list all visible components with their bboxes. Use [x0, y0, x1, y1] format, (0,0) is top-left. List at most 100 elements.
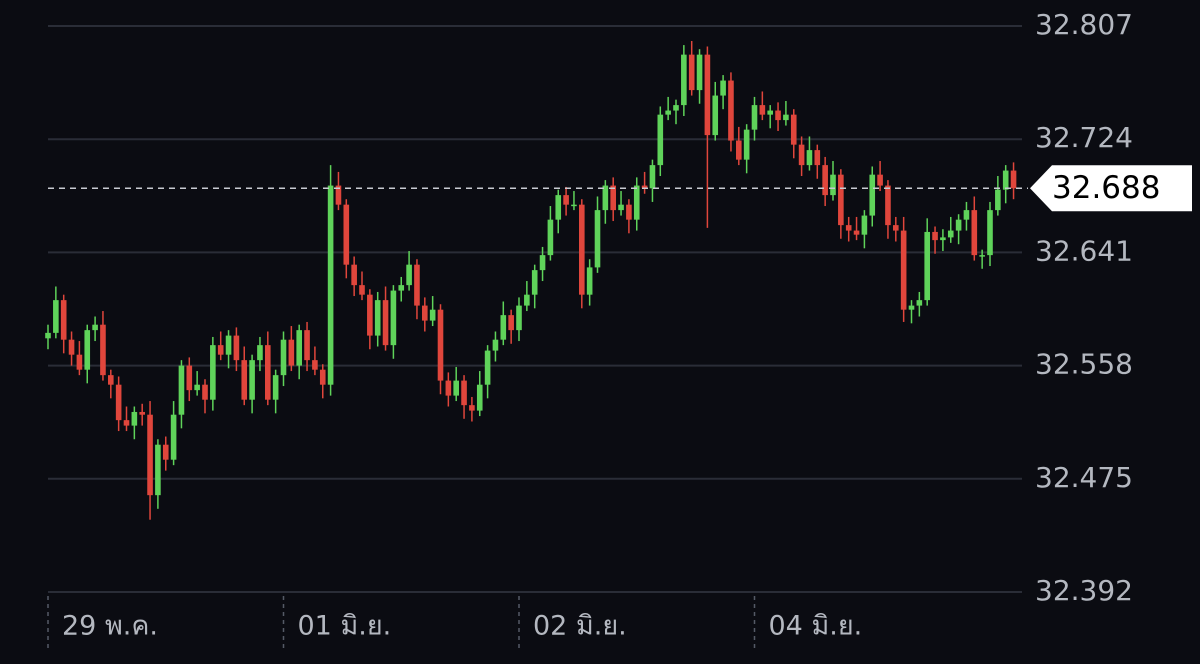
candle-body [374, 300, 381, 336]
candle-body [186, 365, 193, 391]
y-tick-label: 32.558 [1035, 348, 1133, 381]
candle-body [736, 140, 742, 160]
candle-body [476, 384, 483, 411]
candle-body [414, 264, 420, 306]
candle-body [696, 54, 703, 91]
candle-body [241, 360, 248, 400]
candle-body [445, 380, 452, 396]
candle-body [657, 114, 664, 166]
candle-body [743, 129, 750, 160]
candle-body [893, 225, 899, 231]
candle-body [547, 219, 554, 256]
candle-body [555, 195, 562, 220]
candle-body [955, 219, 962, 231]
candle-body [720, 80, 726, 96]
candle-body [288, 339, 295, 366]
x-tick-label: 29 พ.ค. [62, 611, 158, 642]
candle-body [398, 285, 405, 291]
candle-body [217, 345, 224, 355]
candle-body [798, 144, 805, 166]
y-tick-label: 32.724 [1035, 121, 1133, 154]
candle-body [940, 237, 946, 241]
candle-body [367, 294, 373, 336]
candle-body [422, 305, 428, 321]
candle-body [861, 215, 868, 235]
candle-body [971, 210, 978, 256]
candle-body [53, 300, 59, 333]
candle-body [995, 189, 1001, 211]
candle-body [524, 294, 530, 306]
candle-body [688, 54, 695, 91]
last-price-label: 32.688 [1052, 170, 1160, 206]
candle-body [924, 231, 930, 301]
candle-body [233, 335, 240, 361]
candle-body [327, 185, 334, 385]
candle-body [626, 204, 632, 220]
candle-body [202, 384, 208, 400]
candle-body [814, 150, 821, 166]
x-tick-label: 02 มิ.ย. [533, 611, 627, 642]
candle-body [845, 225, 852, 231]
candle-body [170, 414, 177, 460]
candle-body [602, 185, 609, 211]
candle-body [1002, 170, 1009, 190]
candle-body [665, 110, 671, 115]
candle-body [947, 230, 954, 238]
candle-body [531, 270, 538, 295]
candle-body [673, 105, 679, 111]
candle-body [767, 110, 773, 115]
candle-body [351, 264, 357, 286]
candle-body [296, 330, 302, 366]
candle-body [108, 375, 114, 385]
candle-body [115, 384, 122, 421]
candle-body [877, 174, 883, 186]
candle-body [84, 330, 91, 370]
candle-body [610, 185, 616, 211]
candle-body [469, 405, 475, 411]
candle-body [76, 354, 83, 370]
candle-body [210, 345, 216, 400]
candle-body [382, 300, 389, 346]
candle-body [437, 309, 444, 381]
candle-body [869, 174, 876, 216]
candle-body [516, 305, 522, 331]
candle-body [838, 174, 844, 226]
candle-body [885, 185, 891, 226]
y-tick-label: 32.641 [1035, 234, 1133, 267]
candle-body [987, 210, 993, 256]
candle-body [139, 411, 145, 415]
candle-body [963, 210, 970, 220]
candle-body [492, 339, 499, 351]
candle-body [539, 255, 546, 271]
candle-body [586, 267, 593, 295]
candle-body [225, 335, 232, 355]
candle-body [728, 80, 734, 141]
y-tick-label: 32.392 [1035, 574, 1133, 607]
x-tick-label: 01 มิ.ย. [298, 611, 392, 642]
candle-body [830, 174, 836, 196]
candle-body [312, 360, 318, 370]
candle-body [178, 365, 185, 415]
candle-body [155, 444, 161, 496]
candle-body [563, 195, 569, 205]
candle-body [579, 204, 585, 295]
candle-body [633, 185, 640, 220]
candle-body [453, 380, 459, 396]
candle-body [429, 309, 436, 321]
candle-body [162, 444, 169, 460]
candle-body [681, 54, 687, 106]
candle-body [641, 185, 648, 189]
candle-body [68, 339, 75, 355]
candle-body [783, 114, 789, 121]
x-tick-label: 04 มิ.ย. [769, 611, 863, 642]
candle-body [272, 375, 279, 400]
candle-body [508, 315, 514, 331]
candle-body [335, 185, 342, 205]
candle-body [751, 105, 758, 130]
candle-body [916, 300, 923, 306]
y-tick-label: 32.807 [1035, 8, 1133, 41]
candle-body [92, 324, 98, 331]
candle-body [147, 414, 153, 496]
